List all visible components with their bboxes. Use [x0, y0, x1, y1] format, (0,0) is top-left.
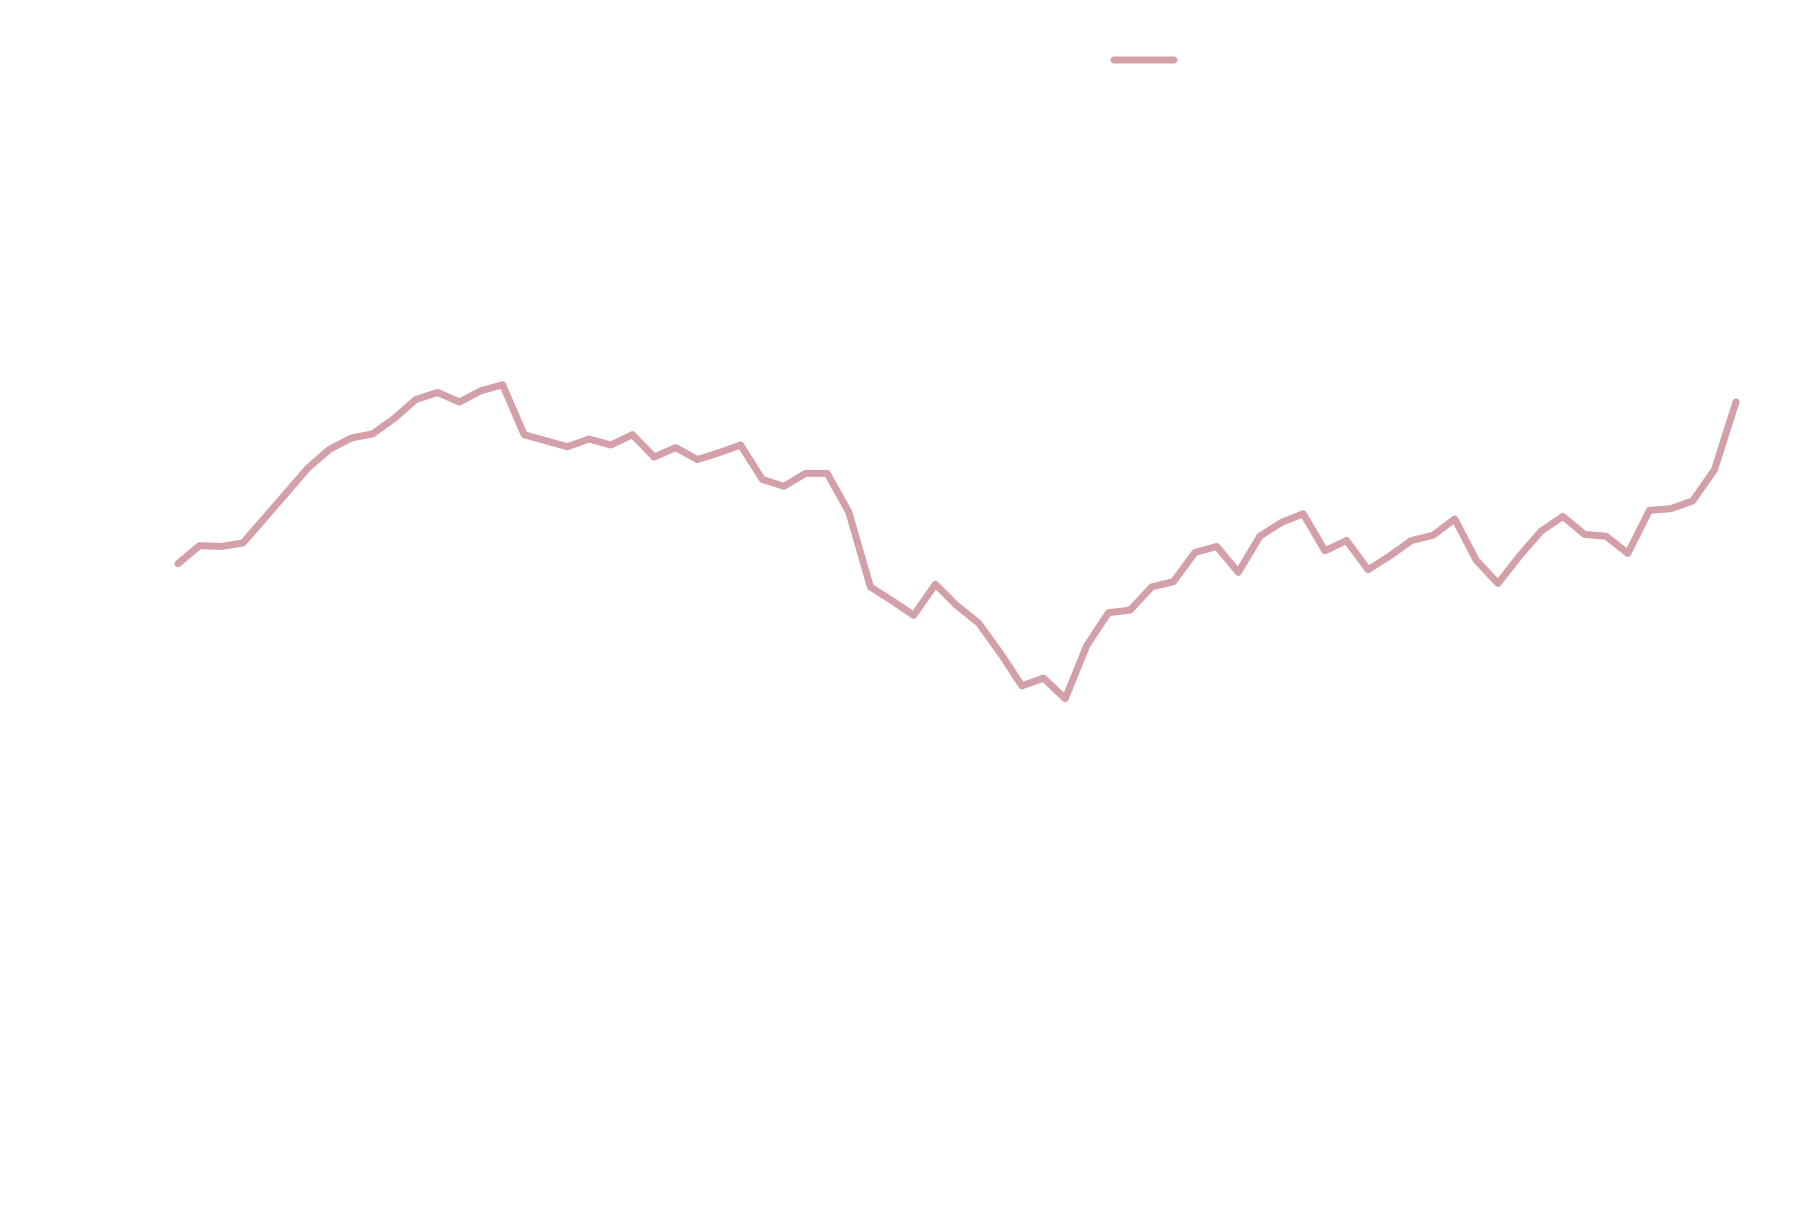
series-line-0 — [174, 381, 1740, 703]
plot-area — [174, 381, 1740, 703]
